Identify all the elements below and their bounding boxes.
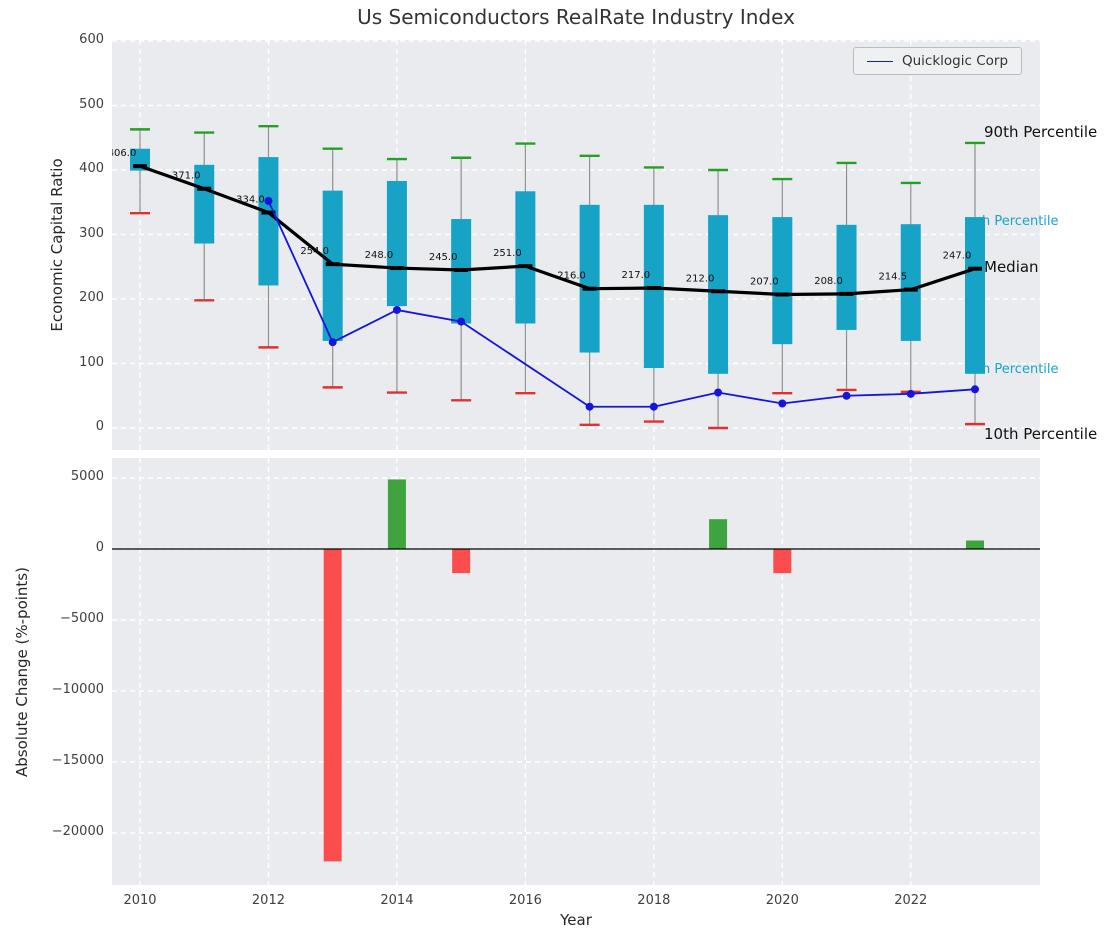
quicklogic-point: [842, 391, 851, 400]
median-value-label: 371.0: [172, 171, 201, 182]
negative-change-bar: [773, 549, 792, 574]
iqr-box: [194, 164, 215, 244]
median-value-label: 251.0: [493, 248, 522, 259]
median-line: [139, 164, 976, 297]
median-value-label: 216.0: [557, 271, 586, 282]
top-y-tick-label: 600: [79, 32, 104, 47]
median-value-label: 254.0: [300, 246, 329, 257]
bottom-y-tick-label: 0: [95, 540, 104, 555]
quicklogic-point: [264, 196, 273, 205]
quicklogic-point: [906, 389, 915, 398]
top-plot-svg: 406.0 371.0 334.0 254.0 248.0 245.0 251.0 216.0…: [108, 40, 1040, 450]
iqr-box: [515, 191, 536, 324]
chart-title: Us Semiconductors RealRate Industry Inde…: [357, 5, 795, 29]
x-tick-label: 2016: [508, 893, 542, 908]
median-value-label: 217.0: [622, 270, 651, 281]
top-y-tick-label: 200: [79, 290, 104, 305]
x-tick-label: 2010: [123, 893, 157, 908]
iqr-box: [579, 204, 600, 353]
x-tick-label: 2018: [637, 893, 671, 908]
top-y-tick-label: 400: [79, 161, 104, 176]
quicklogic-point: [714, 388, 723, 397]
negative-change-bar: [323, 549, 342, 862]
quicklogic-point: [585, 402, 594, 411]
positive-change-bar: [387, 479, 406, 549]
bottom-y-tick-label: −20000: [51, 824, 104, 839]
iqr-box: [386, 180, 407, 307]
legend-line-sample: [867, 60, 893, 62]
top-plot-area: 406.0 371.0 334.0 254.0 248.0 245.0 251.0 216.0…: [108, 40, 1040, 450]
median-value-label: 406.0: [112, 148, 136, 159]
bottom-y-axis-label: Absolute Change (%-points): [13, 567, 31, 777]
top-y-axis-label: Economic Capital Ratio: [48, 158, 66, 332]
positive-change-bar: [709, 519, 728, 549]
quicklogic-point: [970, 385, 979, 394]
legend-label: Quicklogic Corp: [902, 53, 1009, 69]
top-y-tick-label: 0: [95, 419, 104, 434]
median-value-label: 248.0: [365, 250, 394, 261]
quicklogic-point: [392, 305, 401, 314]
median-value-label: 245.0: [429, 252, 458, 263]
bottom-y-tick-label: 5000: [70, 469, 104, 484]
bottom-plot-area: [112, 458, 1040, 885]
top-y-tick-label: 500: [79, 96, 104, 112]
bottom-y-tick-label: −5000: [60, 611, 104, 626]
bottom-plot-svg: [112, 458, 1040, 885]
quicklogic-point: [457, 317, 466, 326]
top-y-tick-label: 100: [79, 354, 104, 370]
iqr-box: [708, 215, 729, 374]
median-value-label: 212.0: [686, 273, 715, 284]
quicklogic-point: [649, 402, 658, 411]
median-value-label: 214.5: [878, 272, 907, 283]
label-median: Median: [984, 258, 1039, 276]
label-25th-percentile: h Percentile: [982, 362, 1059, 377]
x-tick-label: 2012: [251, 893, 285, 908]
quicklogic-line: [267, 200, 976, 408]
iqr-box: [258, 157, 279, 286]
label-10th-percentile: 10th Percentile: [984, 425, 1098, 443]
median-value-label: 208.0: [814, 276, 843, 287]
bottom-y-tick-label: −15000: [51, 753, 104, 768]
bottom-y-tick-label: −10000: [51, 682, 104, 697]
negative-change-bar: [452, 549, 471, 574]
iqr-box: [772, 217, 793, 345]
iqr-box: [900, 224, 921, 341]
median-value-label: 334.0: [236, 195, 265, 206]
quicklogic-point: [778, 399, 787, 408]
median-value-label: 247.0: [943, 251, 972, 262]
iqr-box: [836, 224, 857, 330]
x-tick-label: 2014: [380, 893, 414, 908]
median-value-label: 207.0: [750, 276, 779, 287]
legend: Quicklogic Corp: [853, 47, 1023, 75]
positive-change-bar: [965, 540, 984, 549]
iqr-box: [964, 217, 985, 374]
label-90th-percentile: 90th Percentile: [984, 123, 1098, 141]
x-tick-label: 2020: [765, 893, 799, 908]
x-axis-label: Year: [560, 911, 592, 929]
label-75th-percentile: h Percentile: [982, 214, 1059, 229]
top-y-tick-label: 300: [79, 225, 104, 241]
quicklogic-point: [328, 338, 337, 347]
x-tick-label: 2022: [894, 893, 928, 908]
